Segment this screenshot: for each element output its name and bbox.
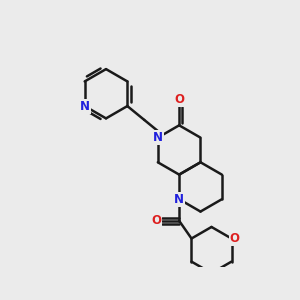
Text: N: N — [174, 193, 184, 206]
Text: O: O — [174, 93, 184, 106]
Text: N: N — [153, 131, 163, 144]
Text: N: N — [80, 100, 90, 112]
Text: O: O — [151, 214, 161, 227]
Text: O: O — [230, 232, 240, 245]
